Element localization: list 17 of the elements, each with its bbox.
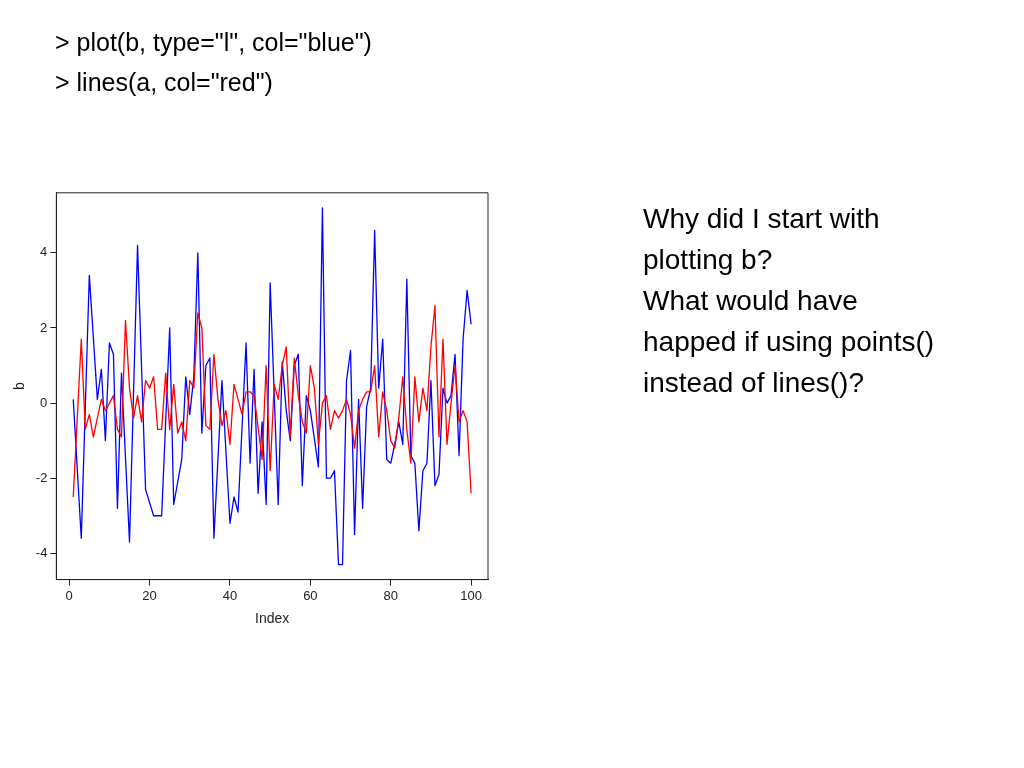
x-tick-label: 20 — [142, 587, 157, 603]
x-tick-label: 0 — [65, 587, 73, 603]
text: > plot(b, type="l", col="blue") — [55, 27, 372, 58]
y-axis-title: b — [11, 382, 28, 391]
y-tick-label: 2 — [40, 319, 48, 335]
x-tick-label: 100 — [460, 587, 482, 603]
y-tick-label: -2 — [35, 469, 48, 485]
y-tick-label: 0 — [40, 394, 48, 410]
x-tick-label: 60 — [303, 587, 318, 603]
y-tick-label: -4 — [35, 544, 48, 560]
x-axis-title: Index — [255, 610, 290, 627]
y-tick-label: 4 — [40, 244, 48, 260]
text: Why did I start with plotting b? — [643, 202, 881, 277]
x-tick-label: 80 — [383, 587, 398, 603]
text: What would have happed if using points() instead of lines()? — [643, 284, 936, 400]
x-tick-label: 40 — [222, 587, 238, 603]
text: > lines(a, col="red") — [55, 67, 274, 98]
